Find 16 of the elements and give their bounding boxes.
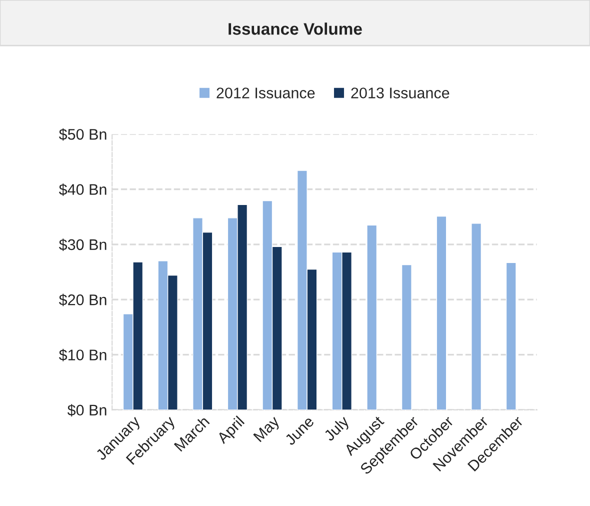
- y-tick-label: $50 Bn: [58, 128, 106, 141]
- y-tick-label: $40 Bn: [58, 183, 106, 196]
- bar: [471, 223, 482, 410]
- bar: [401, 264, 412, 410]
- bar: [436, 216, 447, 410]
- y-tick-label: $20 Bn: [58, 294, 106, 306]
- bar: [506, 262, 516, 410]
- y-tick-label: $10 Bn: [58, 348, 106, 362]
- chart-title: Issuance Volume: [228, 22, 362, 35]
- y-tick-label: $30 Bn: [58, 238, 106, 251]
- legend-label: 2013 Issuance: [351, 88, 450, 98]
- legend-label: 2012 Issuance: [216, 88, 315, 98]
- x-tick-label: May: [253, 415, 282, 444]
- bar: [366, 224, 378, 410]
- x-tick-label: July: [322, 414, 352, 444]
- y-tick-label: $0 Bn: [67, 404, 106, 416]
